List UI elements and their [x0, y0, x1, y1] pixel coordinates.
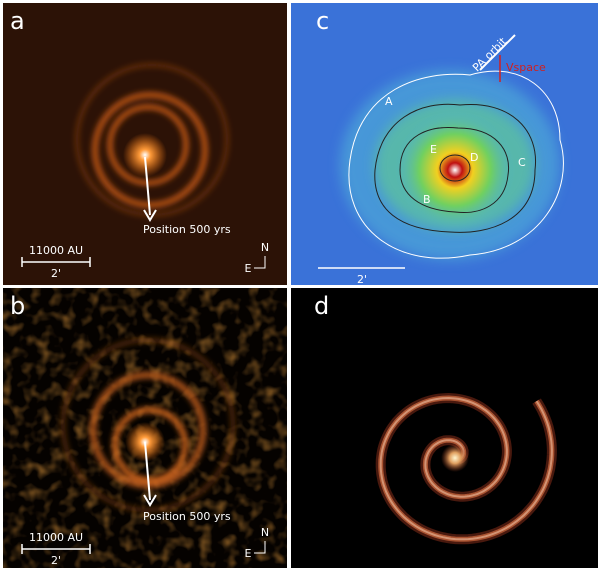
scale-angle: 2'	[51, 554, 61, 567]
annotation: Position 500 yrs	[143, 223, 231, 236]
velocity-label: Vspace	[506, 61, 546, 74]
compass	[254, 256, 266, 269]
annotation: Position 500 yrs	[143, 510, 231, 523]
arrow-head	[143, 209, 157, 222]
panel-label: c	[316, 7, 329, 35]
point-label: B	[423, 193, 431, 206]
orbit-line	[479, 34, 516, 71]
compass	[254, 541, 266, 554]
contours	[348, 70, 564, 259]
panel-b	[3, 288, 287, 568]
panel-label: d	[314, 292, 329, 320]
panel-label: a	[10, 7, 25, 35]
arrow-head	[143, 494, 157, 507]
scale-bar	[21, 544, 91, 554]
spiral	[375, 392, 557, 545]
point-label: A	[385, 95, 393, 108]
panel-c	[291, 3, 598, 285]
spiral-arm	[379, 396, 553, 541]
north: N	[261, 241, 269, 254]
panel-a	[3, 3, 287, 285]
scale-angle: 2'	[357, 273, 367, 286]
scale-bar	[21, 257, 91, 267]
arrow	[144, 156, 151, 216]
panel-label: b	[10, 292, 25, 320]
core	[123, 133, 167, 177]
core	[441, 444, 469, 472]
scale-length: 11000 AU	[29, 244, 83, 257]
scale-length: 11000 AU	[29, 531, 83, 544]
point-label: C	[518, 156, 526, 169]
arrow	[144, 441, 151, 501]
north: N	[261, 526, 269, 539]
scale-angle: 2'	[51, 267, 61, 280]
point-label: D	[470, 151, 478, 164]
core	[395, 110, 515, 230]
east: E	[245, 547, 252, 560]
point-label: E	[430, 143, 437, 156]
east: E	[245, 262, 252, 275]
